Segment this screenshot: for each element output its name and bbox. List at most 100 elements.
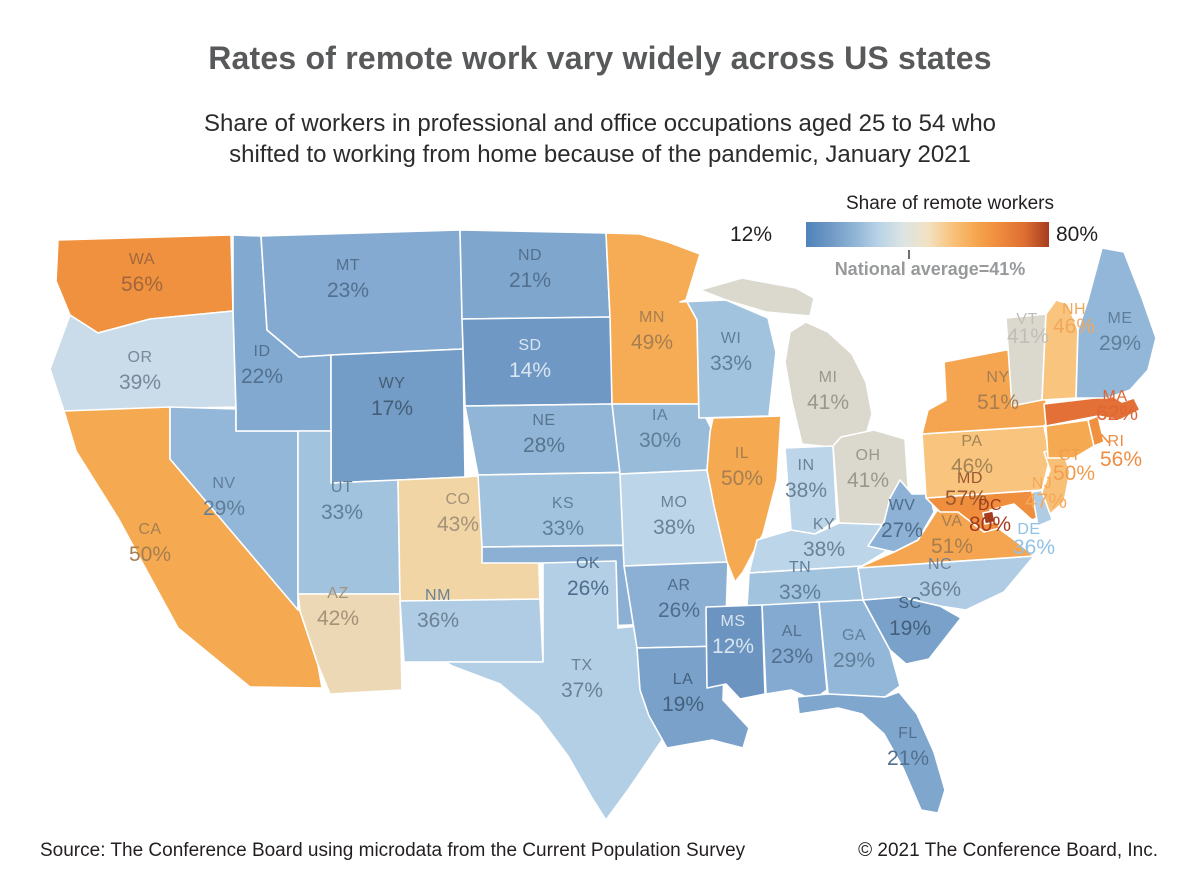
state-value-ut: 33% (321, 501, 363, 524)
state-abbr-co: CO (446, 491, 471, 508)
state-abbr-ia: IA (652, 407, 668, 424)
state-value-nd: 21% (509, 269, 551, 292)
state-shape-ma (1043, 395, 1141, 427)
state-value-dc: 80% (969, 513, 1011, 536)
state-abbr-ky: KY (813, 516, 835, 533)
state-abbr-md: MD (957, 470, 983, 487)
state-abbr-ks: KS (552, 495, 574, 512)
legend-title: Share of remote workers (845, 193, 1055, 214)
state-value-id: 22% (241, 365, 283, 388)
state-value-al: 23% (771, 645, 813, 668)
state-value-wi: 33% (710, 352, 752, 375)
state-abbr-mo: MO (661, 494, 688, 511)
state-abbr-il: IL (735, 445, 749, 462)
state-value-nm: 36% (417, 609, 459, 632)
state-value-nv: 29% (203, 497, 245, 520)
state-shape-dc (982, 510, 996, 525)
state-value-fl: 21% (887, 747, 929, 770)
state-shape-in (784, 445, 838, 535)
state-value-ct: 50% (1053, 462, 1095, 485)
state-abbr-az: AZ (327, 585, 348, 602)
state-abbr-sc: SC (898, 595, 921, 612)
state-abbr-ma: MA (1103, 388, 1128, 405)
state-shape-az (297, 593, 403, 695)
state-value-nc: 36% (919, 578, 961, 601)
state-value-tx: 37% (561, 679, 603, 702)
state-abbr-fl: FL (898, 725, 918, 742)
state-abbr-mt: MT (336, 257, 360, 274)
state-value-ar: 26% (658, 599, 700, 622)
state-abbr-ri: RI (1108, 433, 1125, 450)
source-note: Source: The Conference Board using micro… (40, 840, 746, 861)
state-shape-mi (699, 277, 873, 449)
state-abbr-or: OR (128, 349, 153, 366)
state-value-ca: 50% (129, 543, 171, 566)
state-value-ny: 51% (977, 391, 1019, 414)
legend-min-label: 12% (729, 223, 772, 246)
state-value-md: 57% (945, 487, 987, 510)
state-value-wv: 27% (881, 519, 923, 542)
state-value-ks: 33% (542, 517, 584, 540)
state-abbr-in: IN (798, 457, 815, 474)
leader-line-ri (1100, 433, 1110, 444)
state-value-mi: 41% (807, 391, 849, 414)
subtitle: Share of workers in professional and off… (0, 108, 1200, 170)
state-shape-wv (867, 479, 935, 553)
state-abbr-nd: ND (518, 247, 542, 264)
state-abbr-nv: NV (212, 475, 235, 492)
state-value-ga: 29% (833, 649, 875, 672)
state-value-nh: 46% (1053, 315, 1095, 338)
state-abbr-ca: CA (138, 521, 161, 538)
state-abbr-ok: OK (576, 555, 600, 572)
state-abbr-al: AL (782, 623, 803, 640)
state-value-ia: 30% (639, 429, 681, 452)
state-abbr-nm: NM (425, 587, 451, 604)
state-value-in: 38% (785, 479, 827, 502)
state-abbr-tn: TN (789, 559, 811, 576)
state-abbr-sd: SD (518, 337, 541, 354)
state-value-mn: 49% (631, 331, 673, 354)
state-value-la: 19% (662, 693, 704, 716)
state-abbr-ut: UT (331, 479, 353, 496)
state-shape-ct (1045, 419, 1095, 459)
state-abbr-me: ME (1108, 310, 1133, 327)
state-value-nj: 47% (1025, 490, 1067, 513)
subtitle-line-2: shifted to working from home because of … (229, 141, 971, 168)
state-shape-me (1075, 247, 1157, 399)
state-abbr-ne: NE (532, 412, 555, 429)
state-value-oh: 41% (847, 469, 889, 492)
state-value-sd: 14% (509, 359, 551, 382)
state-abbr-oh: OH (856, 447, 881, 464)
state-value-mt: 23% (327, 279, 369, 302)
state-value-de: 36% (1013, 536, 1055, 559)
state-value-ok: 26% (567, 577, 609, 600)
state-value-me: 29% (1099, 332, 1141, 355)
state-abbr-dc: DC (978, 497, 1002, 514)
state-value-wy: 17% (371, 397, 413, 420)
state-abbr-wy: WY (379, 375, 406, 392)
page-title: Rates of remote work vary widely across … (208, 40, 992, 76)
state-value-pa: 46% (951, 455, 993, 478)
state-abbr-ga: GA (842, 627, 866, 644)
state-abbr-nj: NJ (1032, 475, 1053, 492)
legend-average-tick (908, 250, 910, 259)
state-shape-fl (796, 691, 946, 814)
state-value-vt: 41% (1007, 325, 1049, 348)
state-abbr-pa: PA (961, 433, 982, 450)
state-abbr-va: VA (941, 513, 962, 530)
state-abbr-nc: NC (928, 556, 952, 573)
state-value-or: 39% (119, 371, 161, 394)
state-value-wa: 56% (121, 273, 163, 296)
state-value-mo: 38% (653, 516, 695, 539)
state-abbr-wi: WI (721, 330, 742, 347)
state-abbr-wa: WA (129, 251, 155, 268)
state-value-sc: 19% (889, 617, 931, 640)
legend-max-label: 80% (1056, 223, 1099, 246)
state-abbr-mi: MI (819, 369, 838, 386)
state-value-va: 51% (931, 535, 973, 558)
legend-average-label: National average=41% (834, 259, 1026, 279)
state-value-ri: 56% (1100, 448, 1142, 471)
state-value-ky: 38% (803, 538, 845, 561)
